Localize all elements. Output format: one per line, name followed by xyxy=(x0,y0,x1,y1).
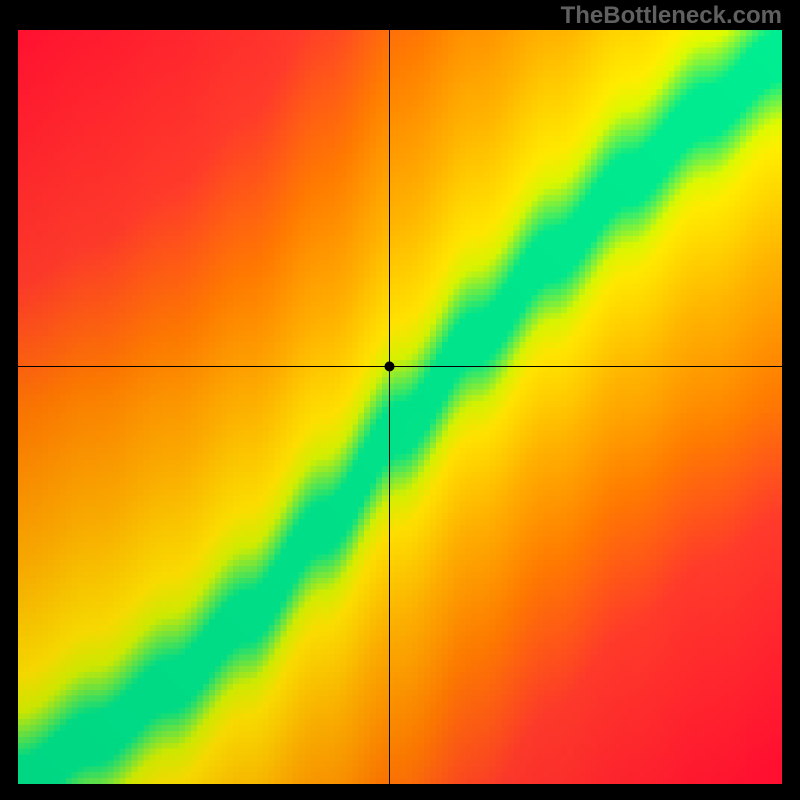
watermark-text: TheBottleneck.com xyxy=(561,2,782,30)
chart-container: TheBottleneck.com xyxy=(0,0,800,800)
crosshair-overlay xyxy=(18,30,782,784)
